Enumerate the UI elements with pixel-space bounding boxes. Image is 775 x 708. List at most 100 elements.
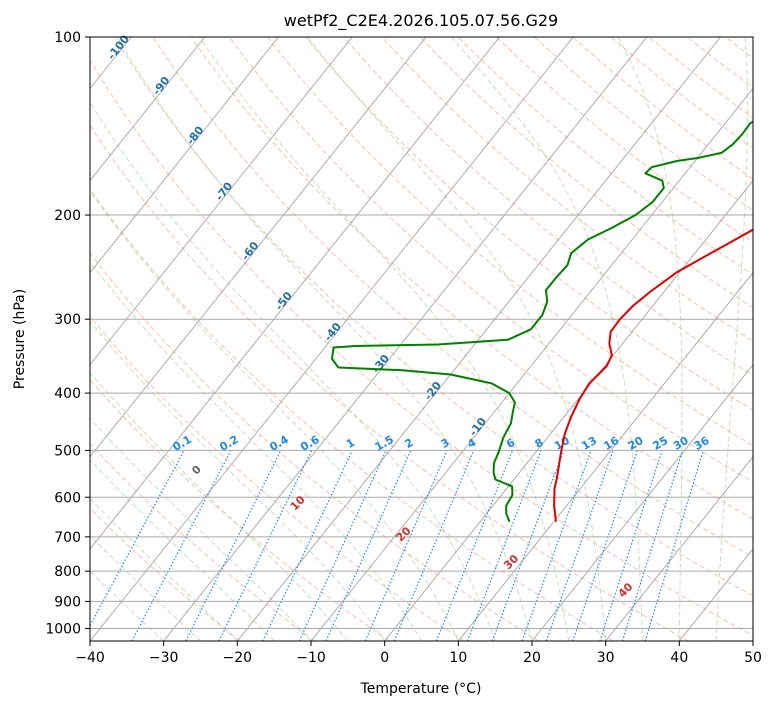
y-tick-label: 200: [54, 208, 81, 224]
isotherm-line: [531, 363, 753, 641]
x-tick-label: 50: [744, 650, 762, 666]
isotherm-line: [752, 640, 753, 641]
isotherm-label: -80: [184, 123, 207, 147]
mixing-ratio-line: [131, 450, 232, 641]
dry-adiabat-line: [152, 37, 753, 558]
mixing-ratio-line: [262, 450, 353, 641]
dry-adiabat-line: [764, 37, 775, 641]
dry-adiabat-line: [343, 37, 753, 376]
dry-adiabat-label: 0: [189, 463, 204, 478]
mixing-ratio-line: [644, 450, 704, 641]
dry-adiabat-line: [114, 37, 753, 597]
mixing-ratio-line: [218, 450, 313, 641]
dry-adiabat-line: [90, 124, 689, 641]
dry-adiabat-line: [381, 37, 753, 342]
moist-adiabat-line: [90, 371, 349, 641]
isotherm-line: [384, 179, 753, 641]
dry-adiabat-line: [90, 443, 315, 641]
isotherm-line: [236, 37, 721, 641]
x-tick-label: −40: [75, 650, 105, 666]
isotherm-label: -20: [422, 379, 445, 403]
x-tick-label: 10: [449, 650, 467, 666]
mixing-ratio-line: [545, 450, 614, 641]
isotherm-line: [605, 456, 753, 641]
mixing-ratio-label: 1: [344, 436, 357, 451]
line-annotations: -100-90-80-70-60-50-40-30-20-100.1 0.2 0.4…: [105, 32, 712, 600]
y-axis-label: Pressure (hPa): [12, 289, 28, 389]
x-axis-ticks: −40 −30 −20 −10 0 10 20 30 40 50: [75, 641, 762, 666]
isotherm-line: [163, 37, 648, 641]
mixing-ratio-line: [435, 450, 514, 641]
isotherm-line: [457, 271, 753, 641]
x-tick-label: −20: [223, 650, 253, 666]
isotherm-label: -60: [239, 239, 262, 263]
dry-adiabat-line: [90, 188, 614, 641]
mixing-ratio-label: 8: [533, 436, 546, 451]
moist-adiabat-line: [90, 189, 459, 641]
moist-adiabat-line: [617, 37, 683, 641]
pressure-gridlines: [90, 37, 753, 629]
isotherm-line: [90, 37, 206, 182]
isotherm-line: [90, 37, 279, 274]
x-tick-label: −30: [149, 650, 179, 666]
x-tick-label: 40: [670, 650, 688, 666]
dry-adiabat-label: 20: [394, 524, 414, 544]
dry-adiabat-label: 10: [288, 493, 308, 513]
series-group: [331, 120, 753, 523]
y-tick-label: 500: [54, 443, 81, 459]
mixing-ratio-line: [90, 450, 185, 627]
mixing-ratio-label: 2: [402, 436, 415, 451]
moist-adiabat-line: [90, 320, 386, 641]
isotherm-label: -70: [213, 179, 236, 203]
x-axis-label: Temperature (°C): [360, 681, 482, 697]
isotherm-label: -40: [321, 320, 344, 344]
moist-adiabat-line: [451, 37, 643, 641]
isotherm-line: [90, 37, 500, 550]
mixing-ratio-line: [572, 450, 638, 641]
y-tick-label: 100: [54, 30, 81, 46]
y-tick-label: 800: [54, 564, 81, 580]
dry-adiabat-line: [267, 37, 753, 447]
moist-adiabat-line: [90, 534, 201, 641]
chart-title: wetPf2_C2E4.2026.105.07.56.G29: [284, 11, 558, 31]
mixing-ratio-label: 6: [504, 436, 517, 451]
dry-adiabat-line: [190, 37, 753, 520]
y-tick-label: 600: [54, 490, 81, 506]
mixing-ratio-line: [521, 450, 592, 641]
mixing-ratio-line: [185, 450, 282, 641]
isotherm-line: [0, 37, 58, 641]
mixing-ratio-line: [599, 450, 663, 641]
temperature-line: [553, 228, 753, 522]
isotherm-line: [90, 37, 574, 641]
mixing-ratio-line: [466, 450, 542, 641]
mixing-ratio-line: [393, 450, 475, 641]
isotherm-line: [310, 87, 753, 641]
mixing-ratio-line: [621, 450, 684, 641]
x-tick-label: 0: [380, 650, 389, 666]
isotherm-label: -30: [370, 352, 393, 376]
dewpoint-line: [331, 120, 753, 523]
mixing-ratio-line: [491, 450, 565, 641]
plot-frame: [89, 36, 754, 642]
dry-adiabat-line: [90, 507, 241, 641]
x-tick-label: 30: [597, 650, 615, 666]
moist-adiabat-line: [90, 459, 275, 641]
mixing-ratio-line: [364, 450, 448, 641]
moist-adiabat-line: [307, 37, 607, 641]
dry-adiabat-line: [648, 37, 753, 119]
isotherm-line: [678, 548, 753, 641]
y-tick-label: 900: [54, 594, 81, 610]
x-tick-label: 20: [523, 650, 541, 666]
y-tick-label: 1000: [45, 621, 81, 637]
moist-adiabat-line: [199, 37, 570, 641]
x-tick-label: −10: [296, 650, 326, 666]
dry-adiabat-line: [90, 379, 390, 641]
y-tick-label: 300: [54, 312, 81, 328]
dry-adiabat-line: [228, 37, 753, 483]
dry-adiabat-line: [496, 37, 753, 243]
moist-adiabat-line: [90, 497, 238, 641]
moist-adiabat-line: [90, 261, 422, 641]
dry-adiabat-line: [90, 315, 465, 641]
y-tick-label: 400: [54, 386, 81, 402]
